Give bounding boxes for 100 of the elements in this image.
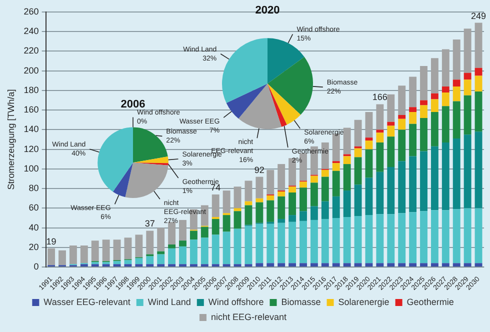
bar <box>80 264 88 267</box>
legend-label: Solarenergie <box>338 296 390 307</box>
bar <box>266 224 274 264</box>
bar <box>452 39 460 80</box>
bar <box>321 170 329 177</box>
bar <box>365 178 373 216</box>
bar <box>179 264 186 267</box>
bar <box>321 176 329 202</box>
bar <box>474 263 482 267</box>
bar <box>288 222 296 264</box>
bar <box>190 230 198 240</box>
bar <box>124 238 132 260</box>
bar <box>354 263 362 267</box>
bar <box>310 206 318 220</box>
bar <box>464 80 472 96</box>
bar <box>343 164 351 191</box>
bar <box>190 264 198 267</box>
bar <box>332 163 340 171</box>
bar <box>474 91 482 132</box>
bar <box>398 213 406 264</box>
bar <box>332 170 340 196</box>
y-tick-label: 40 <box>28 222 39 232</box>
bar <box>365 263 373 267</box>
bar <box>256 263 264 267</box>
bar <box>102 264 110 267</box>
bar <box>409 212 417 264</box>
bar <box>234 264 242 267</box>
bar <box>190 240 198 264</box>
bar <box>146 230 154 254</box>
bar <box>474 68 482 76</box>
bar <box>113 261 121 264</box>
legend-label: nicht EEG-relevant <box>210 312 288 322</box>
bar <box>452 86 460 102</box>
bar <box>179 240 186 246</box>
bar <box>157 254 165 264</box>
bar <box>91 240 99 262</box>
bar <box>442 92 450 106</box>
bar <box>179 246 186 264</box>
bar <box>387 136 395 167</box>
bar <box>310 176 318 183</box>
y-tick-label: 260 <box>24 6 39 16</box>
bar <box>113 264 121 267</box>
bar <box>256 224 264 264</box>
bar <box>398 161 406 214</box>
bar <box>398 86 406 115</box>
bar <box>234 211 242 229</box>
bar <box>442 210 450 264</box>
bar <box>278 196 286 219</box>
bar <box>343 128 351 154</box>
y-tick-label: 240 <box>24 26 39 36</box>
bar <box>102 240 110 262</box>
y-tick-label: 140 <box>24 124 39 134</box>
annotation: 19 <box>46 236 56 246</box>
bar <box>452 101 460 139</box>
bar <box>409 156 417 212</box>
bar <box>420 66 428 100</box>
bar <box>212 234 220 264</box>
bar <box>300 211 307 221</box>
bar <box>398 130 406 162</box>
bar <box>387 94 395 122</box>
y-tick-label: 100 <box>24 163 39 174</box>
bar <box>321 218 329 264</box>
bar <box>442 106 450 142</box>
bar <box>222 215 230 232</box>
bar <box>321 201 329 219</box>
y-tick-label: 0 <box>34 262 39 272</box>
y-axis-title: Stromerzeugung [TWh/a] <box>6 89 16 190</box>
bar <box>376 104 384 130</box>
bar <box>266 170 274 194</box>
bar <box>464 72 472 80</box>
bar <box>244 226 252 264</box>
bar <box>124 260 132 264</box>
bar <box>442 86 450 92</box>
bar <box>300 188 307 212</box>
bar <box>222 232 230 264</box>
bar <box>135 258 143 264</box>
bar <box>398 263 406 267</box>
bar <box>409 112 417 124</box>
bar <box>464 95 472 135</box>
bar <box>376 132 384 142</box>
bar <box>300 263 307 267</box>
bar <box>222 264 230 267</box>
bar <box>234 228 242 264</box>
bar <box>256 202 264 223</box>
bar <box>310 263 318 267</box>
bar <box>474 132 482 208</box>
annotation: 92 <box>254 164 264 175</box>
bar <box>288 192 296 216</box>
bar <box>430 99 438 112</box>
bar <box>420 118 428 152</box>
legend-label: Biomasse <box>281 296 321 307</box>
y-tick-label: 20 <box>28 242 39 252</box>
bar <box>135 264 143 267</box>
bar <box>430 263 438 267</box>
y-tick-label: 200 <box>24 65 39 76</box>
bar <box>420 151 428 212</box>
bar <box>474 22 482 68</box>
bar <box>168 244 176 248</box>
bar <box>332 218 340 264</box>
legend-label: Wind Land <box>148 296 191 307</box>
